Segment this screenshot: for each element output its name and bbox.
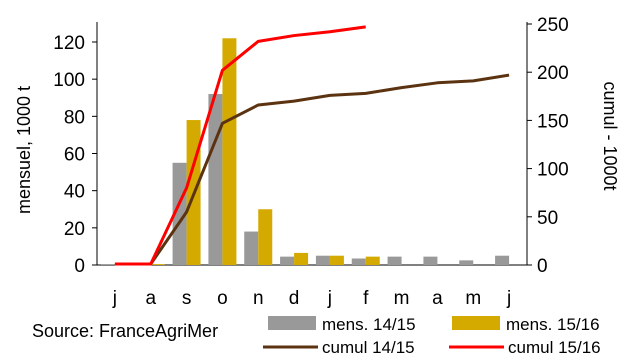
bar-mens-15-16 — [150, 264, 165, 265]
legend-swatch-mens-15-16 — [452, 316, 500, 330]
bar-mens-15-16 — [365, 256, 380, 265]
legend-label-cumul-14-15: cumul 14/15 — [322, 338, 415, 356]
x-tick-label: m — [394, 288, 410, 309]
axes — [96, 22, 528, 266]
right-ticks: 0 50 100 150 200 250 — [527, 15, 569, 277]
y-axis-left-title: mensuel, 1000 t — [14, 86, 34, 214]
bar-mens-15-16 — [329, 255, 344, 265]
x-tick-label: d — [289, 288, 300, 309]
x-tick-label: s — [182, 288, 192, 309]
bar-mens-14-15 — [315, 255, 330, 265]
bar-mens-14-15 — [100, 264, 115, 265]
x-tick-label: n — [253, 288, 264, 309]
legend-label-mens-15-16: mens. 15/16 — [506, 315, 600, 334]
bars — [100, 38, 510, 266]
bar-mens-15-16 — [222, 38, 237, 266]
line-cumul-14-15 — [114, 73, 510, 266]
right-tick-label: 150 — [537, 111, 569, 132]
bar-mens-15-16 — [258, 209, 273, 265]
bar-mens-14-15 — [280, 256, 295, 265]
y-axis-right-title: cumul - 1000t — [600, 81, 620, 190]
right-tick-label: 0 — [537, 256, 548, 277]
bar-mens-14-15 — [351, 258, 366, 265]
bar-mens-14-15 — [172, 162, 187, 265]
bar-mens-15-16 — [294, 252, 309, 265]
left-ticks: 0 20 40 60 80 100 120 — [53, 33, 97, 277]
x-tick-label: f — [363, 288, 369, 309]
right-tick-label: 50 — [537, 208, 558, 229]
legend-label-mens-14-15: mens. 14/15 — [322, 315, 416, 334]
line-cumul-15-16 — [114, 25, 366, 266]
x-tick-label: o — [217, 288, 228, 309]
left-tick-label: 100 — [53, 70, 85, 91]
right-tick-label: 200 — [537, 63, 569, 84]
x-tick-label: j — [506, 288, 511, 309]
left-tick-label: 40 — [64, 182, 85, 203]
right-tick-label: 250 — [537, 15, 569, 36]
left-tick-label: 0 — [74, 256, 85, 277]
x-tick-label: j — [112, 288, 117, 309]
x-tick-label: j — [327, 288, 332, 309]
lines — [114, 25, 510, 266]
bar-mens-14-15 — [387, 256, 402, 265]
left-tick-label: 20 — [64, 219, 85, 240]
legend-swatch-mens-14-15 — [268, 316, 316, 330]
bar-mens-14-15 — [208, 94, 223, 266]
left-tick-label: 60 — [64, 145, 85, 166]
source-note: Source: FranceAgriMer — [32, 321, 218, 341]
x-tick-label: a — [145, 288, 156, 309]
bar-mens-14-15 — [459, 260, 474, 265]
x-tick-label: a — [432, 288, 443, 309]
legend-label-cumul-15-16: cumul 15/16 — [508, 338, 601, 356]
legend: mens. 14/15 mens. 15/16 cumul 14/15 cumu… — [263, 315, 601, 356]
x-tick-label: m — [465, 288, 481, 309]
left-tick-label: 120 — [53, 33, 85, 54]
bar-mens-14-15 — [244, 231, 259, 265]
bar-mens-14-15 — [423, 256, 438, 265]
right-tick-label: 100 — [537, 160, 569, 181]
bar-mens-14-15 — [495, 255, 510, 265]
left-tick-label: 80 — [64, 107, 85, 128]
